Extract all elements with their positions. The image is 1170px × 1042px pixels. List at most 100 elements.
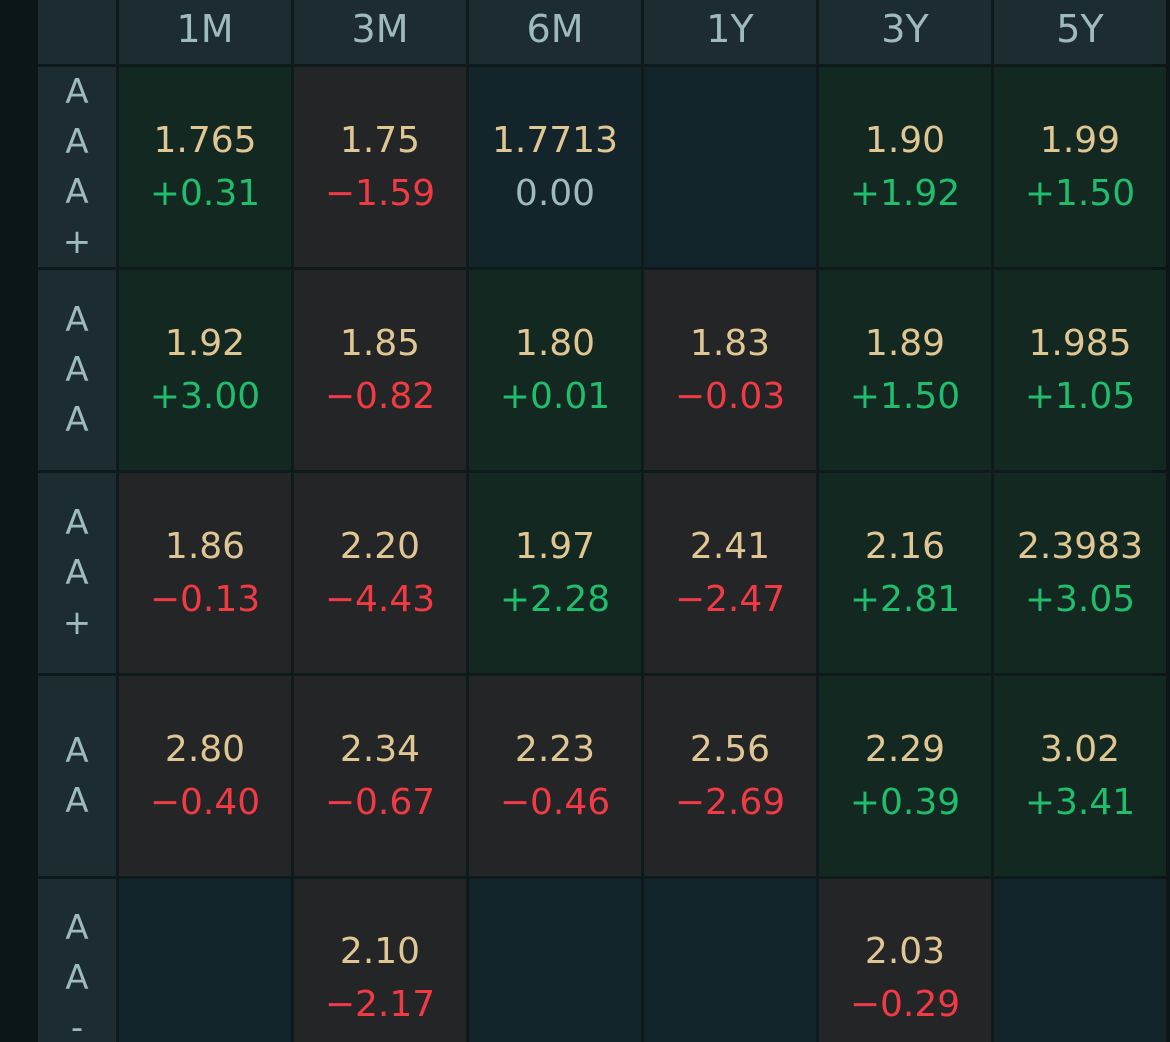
row-header-char: A [65, 122, 89, 162]
row-header-char: A [65, 300, 89, 340]
quote-value: 2.29 [864, 729, 946, 770]
row-header-rating[interactable]: A A + [38, 473, 116, 673]
row-header-char: + [62, 603, 92, 643]
quote-change: +1.50 [849, 376, 961, 417]
quote-value: 1.92 [164, 323, 246, 364]
quote-cell[interactable]: 1.92 +3.00 [119, 270, 291, 470]
row-header-char: A [65, 72, 89, 112]
quote-cell[interactable]: 2.03 −0.29 [819, 879, 991, 1042]
quote-cell[interactable]: 1.80 +0.01 [469, 270, 641, 470]
row-header-char: - [70, 1008, 84, 1042]
quote-change: +3.41 [1024, 782, 1136, 823]
quote-cell[interactable]: 2.20 −4.43 [294, 473, 466, 673]
row-header-char: A [65, 958, 89, 998]
quote-cell[interactable]: 1.90 +1.92 [819, 67, 991, 267]
quote-value: 2.56 [689, 729, 771, 770]
quote-value: 1.765 [153, 120, 257, 161]
quote-value: 1.97 [514, 526, 596, 567]
quote-cell[interactable] [469, 879, 641, 1042]
quote-change: +1.50 [1024, 173, 1136, 214]
row-header-char: A [65, 553, 89, 593]
column-header-6m[interactable]: 6M [469, 0, 641, 64]
quote-value: 1.7713 [492, 120, 618, 161]
quote-value: 2.10 [339, 931, 421, 972]
quote-cell[interactable]: 1.75 −1.59 [294, 67, 466, 267]
quote-change: +0.39 [849, 782, 961, 823]
rating-tenor-grid: 1M 3M 6M 1Y 3Y 5Y A A A +1.765 +0.31 1.75 −1.5… [38, 0, 1166, 1042]
quote-cell[interactable]: 2.16 +2.81 [819, 473, 991, 673]
quote-value: 1.89 [864, 323, 946, 364]
column-header-5y[interactable]: 5Y [994, 0, 1166, 64]
quote-value: 1.80 [514, 323, 596, 364]
column-header-1y[interactable]: 1Y [644, 0, 816, 64]
quote-value: 2.80 [164, 729, 246, 770]
quote-cell[interactable] [644, 879, 816, 1042]
quote-cell[interactable]: 1.99 +1.50 [994, 67, 1166, 267]
quote-change: +1.05 [1024, 376, 1136, 417]
row-header-char: A [65, 731, 89, 771]
row-header-char: A [65, 172, 89, 212]
quote-value: 2.41 [689, 526, 771, 567]
quote-cell[interactable]: 2.10 −2.17 [294, 879, 466, 1042]
quote-value: 2.3983 [1017, 526, 1143, 567]
quote-change: +0.01 [499, 376, 611, 417]
quote-change: +2.81 [849, 579, 961, 620]
quote-change: 0.00 [514, 173, 596, 214]
quote-cell[interactable]: 1.7713 0.00 [469, 67, 641, 267]
column-header-3y[interactable]: 3Y [819, 0, 991, 64]
quote-change: −0.46 [499, 782, 611, 823]
quote-value: 1.83 [689, 323, 771, 364]
row-header-char: A [65, 350, 89, 390]
grid-corner [38, 0, 116, 64]
quote-cell[interactable]: 1.86 −0.13 [119, 473, 291, 673]
quote-change: −1.59 [324, 173, 436, 214]
quote-cell[interactable]: 2.80 −0.40 [119, 676, 291, 876]
row-header-char: A [65, 503, 89, 543]
quote-cell[interactable]: 2.23 −0.46 [469, 676, 641, 876]
quote-value: 1.985 [1028, 323, 1132, 364]
quote-cell[interactable]: 1.97 +2.28 [469, 473, 641, 673]
column-header-1m[interactable]: 1M [119, 0, 291, 64]
quote-cell[interactable]: 1.89 +1.50 [819, 270, 991, 470]
quote-value: 2.20 [339, 526, 421, 567]
column-header-3m[interactable]: 3M [294, 0, 466, 64]
quote-change: −0.13 [149, 579, 261, 620]
row-header-char: A [65, 908, 89, 948]
quote-change: +2.28 [499, 579, 611, 620]
row-header-char: A [65, 400, 89, 440]
quote-cell[interactable]: 2.29 +0.39 [819, 676, 991, 876]
quote-value: 1.85 [339, 323, 421, 364]
quote-value: 2.34 [339, 729, 421, 770]
quote-change: +3.05 [1024, 579, 1136, 620]
quote-value: 1.90 [864, 120, 946, 161]
quote-value: 2.23 [514, 729, 596, 770]
quote-cell[interactable] [994, 879, 1166, 1042]
quote-change: −2.47 [674, 579, 786, 620]
row-header-char: A [65, 781, 89, 821]
quote-cell[interactable]: 2.56 −2.69 [644, 676, 816, 876]
quote-cell[interactable]: 1.83 −0.03 [644, 270, 816, 470]
quote-change: −4.43 [324, 579, 436, 620]
quote-cell[interactable]: 1.765 +0.31 [119, 67, 291, 267]
quote-cell[interactable]: 2.34 −0.67 [294, 676, 466, 876]
quote-change: +1.92 [849, 173, 961, 214]
quote-change: −0.40 [149, 782, 261, 823]
quote-change: −2.69 [674, 782, 786, 823]
quote-change: −0.29 [849, 984, 961, 1025]
quote-change: −2.17 [324, 984, 436, 1025]
quote-cell[interactable]: 1.85 −0.82 [294, 270, 466, 470]
quote-cell[interactable] [644, 67, 816, 267]
row-header-rating[interactable]: A A A + [38, 67, 116, 267]
quote-cell[interactable]: 2.41 −2.47 [644, 473, 816, 673]
quote-cell[interactable]: 1.985 +1.05 [994, 270, 1166, 470]
quote-cell[interactable]: 3.02 +3.41 [994, 676, 1166, 876]
quote-value: 2.16 [864, 526, 946, 567]
quote-change: −0.82 [324, 376, 436, 417]
quote-cell[interactable]: 2.3983 +3.05 [994, 473, 1166, 673]
quote-cell[interactable] [119, 879, 291, 1042]
quote-value: 1.75 [339, 120, 421, 161]
